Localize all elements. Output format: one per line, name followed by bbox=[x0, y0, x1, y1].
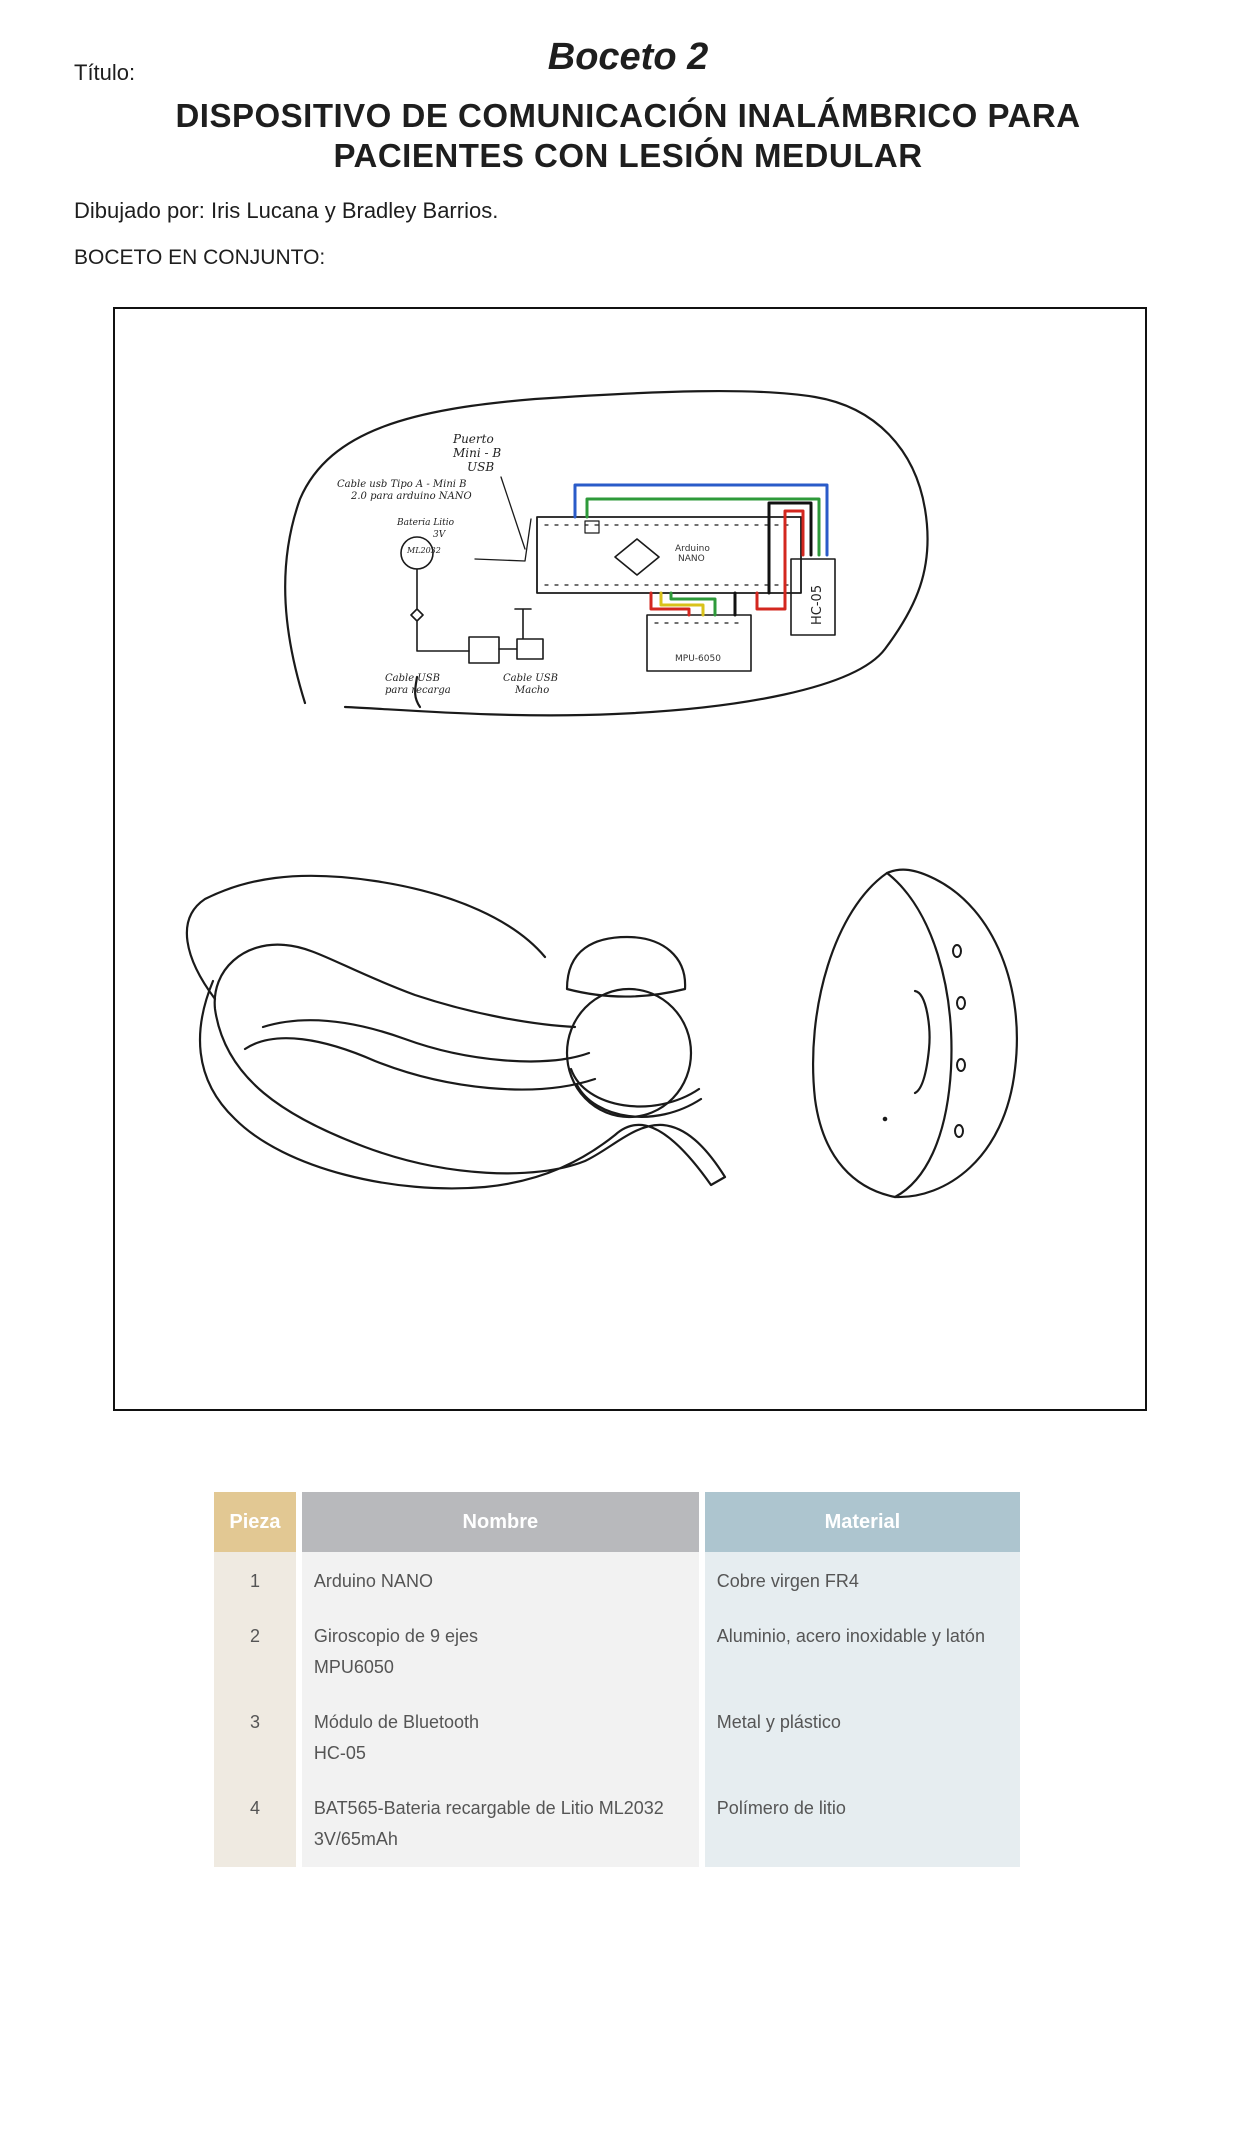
title-line-1: DISPOSITIVO DE COMUNICACIÓN INALÁMBRICO … bbox=[175, 97, 1081, 134]
wire-red-2 bbox=[649, 591, 691, 617]
sketch-frame: Arduino NANO HC-05 MPU-6050 Puerto Mini … bbox=[113, 307, 1147, 1411]
cell-nombre: BAT565-Bateria recargable de Litio ML203… bbox=[301, 1779, 699, 1867]
label-macho-1: Cable USB bbox=[503, 673, 558, 684]
label-cable-2: 2.0 para arduino NANO bbox=[350, 491, 472, 502]
cell-pieza: 1 bbox=[214, 1552, 296, 1607]
wire-yellow bbox=[659, 591, 705, 617]
hc05-label: HC-05 bbox=[810, 585, 825, 625]
wire-green bbox=[585, 497, 821, 557]
cell-material: Polímero de litio bbox=[704, 1779, 1020, 1867]
boceto-title: Boceto 2 bbox=[547, 36, 709, 78]
label-bateria-1: Bateria Litio bbox=[396, 518, 455, 528]
titulo-label: Título: bbox=[74, 60, 136, 85]
shell-inner bbox=[885, 871, 953, 1199]
cell-pieza: 3 bbox=[214, 1693, 296, 1779]
label-puerto-3: USB bbox=[467, 460, 494, 474]
shell-button-1 bbox=[952, 944, 962, 958]
casing-outline bbox=[284, 389, 929, 717]
nombre-line-1: Arduino NANO bbox=[313, 1571, 433, 1591]
wire-green-2 bbox=[669, 591, 717, 617]
cell-nombre: Módulo de Bluetooth HC-05 bbox=[301, 1693, 699, 1779]
nombre-line-1: Módulo de Bluetooth bbox=[313, 1712, 480, 1732]
table-row: 4 BAT565-Bateria recargable de Litio ML2… bbox=[214, 1779, 1020, 1867]
table-row: 3 Módulo de Bluetooth HC-05 Metal y plás… bbox=[214, 1693, 1020, 1779]
wire-black bbox=[767, 501, 813, 595]
cable-tail bbox=[414, 675, 422, 709]
header-nombre: Nombre bbox=[301, 1492, 699, 1552]
label-recarga-1: Cable USB bbox=[385, 673, 440, 684]
page-title: DISPOSITIVO DE COMUNICACIÓN INALÁMBRICO … bbox=[120, 96, 1136, 176]
cell-pieza: 2 bbox=[214, 1607, 296, 1693]
label-cable-1: Cable usb Tipo A - Mini B bbox=[337, 479, 467, 490]
earpiece-outer bbox=[198, 943, 727, 1190]
arduino-label-1: Arduino bbox=[675, 544, 710, 554]
cell-nombre: Arduino NANO bbox=[301, 1552, 699, 1607]
label-recarga-2: para recarga bbox=[385, 685, 451, 696]
section-label: BOCETO EN CONJUNTO: bbox=[74, 246, 326, 269]
table-header-row: Pieza Nombre Material bbox=[214, 1492, 1020, 1552]
sketch-illustration: Arduino NANO HC-05 MPU-6050 Puerto Mini … bbox=[185, 389, 1018, 1199]
shell-outer bbox=[812, 868, 1018, 1199]
nombre-line-2: MPU6050 bbox=[313, 1657, 394, 1677]
title-line-2: PACIENTES CON LESIÓN MEDULAR bbox=[333, 137, 923, 174]
wire-red bbox=[755, 509, 805, 611]
shell-button-4 bbox=[954, 1124, 964, 1138]
cell-material: Cobre virgen FR4 bbox=[704, 1552, 1020, 1607]
arduino-label-2: NANO bbox=[678, 554, 705, 564]
table-row: 1 Arduino NANO Cobre virgen FR4 bbox=[214, 1552, 1020, 1607]
header-material: Material bbox=[704, 1492, 1020, 1552]
hc05-module bbox=[790, 558, 836, 636]
label-bateria-3: ML2032 bbox=[406, 546, 441, 555]
earbud-dome bbox=[565, 935, 687, 998]
nombre-line-1: BAT565-Bateria recargable de Litio ML203… bbox=[313, 1798, 664, 1818]
arduino-chip bbox=[614, 538, 660, 576]
label-puerto-1: Puerto bbox=[452, 432, 494, 446]
arduino-board bbox=[536, 516, 802, 594]
drawn-by: Dibujado por: Iris Lucana y Bradley Barr… bbox=[74, 198, 499, 223]
shell-button-3 bbox=[956, 1058, 966, 1072]
mpu-label: MPU-6050 bbox=[675, 654, 721, 664]
cell-pieza: 4 bbox=[214, 1779, 296, 1867]
nombre-line-2: HC-05 bbox=[313, 1743, 366, 1763]
label-macho-2: Macho bbox=[514, 685, 549, 696]
label-puerto-2: Mini - B bbox=[452, 446, 501, 460]
header-pieza: Pieza bbox=[214, 1492, 296, 1552]
wire-blue bbox=[573, 483, 829, 557]
label-bateria-2: 3V bbox=[433, 530, 447, 540]
parts-table: Pieza Nombre Material 1 Arduino NANO Cob… bbox=[214, 1492, 1020, 1867]
table-row: 2 Giroscopio de 9 ejes MPU6050 Aluminio,… bbox=[214, 1607, 1020, 1693]
mpu-module bbox=[646, 614, 752, 672]
shell-button-2 bbox=[956, 996, 966, 1010]
earpiece-inner bbox=[185, 874, 547, 1001]
cell-nombre: Giroscopio de 9 ejes MPU6050 bbox=[301, 1607, 699, 1693]
nombre-line-2: 3V/65mAh bbox=[313, 1829, 398, 1849]
cell-material: Metal y plástico bbox=[704, 1693, 1020, 1779]
nombre-line-1: Giroscopio de 9 ejes bbox=[313, 1626, 478, 1646]
cell-material: Aluminio, acero inoxidable y latón bbox=[704, 1607, 1020, 1693]
